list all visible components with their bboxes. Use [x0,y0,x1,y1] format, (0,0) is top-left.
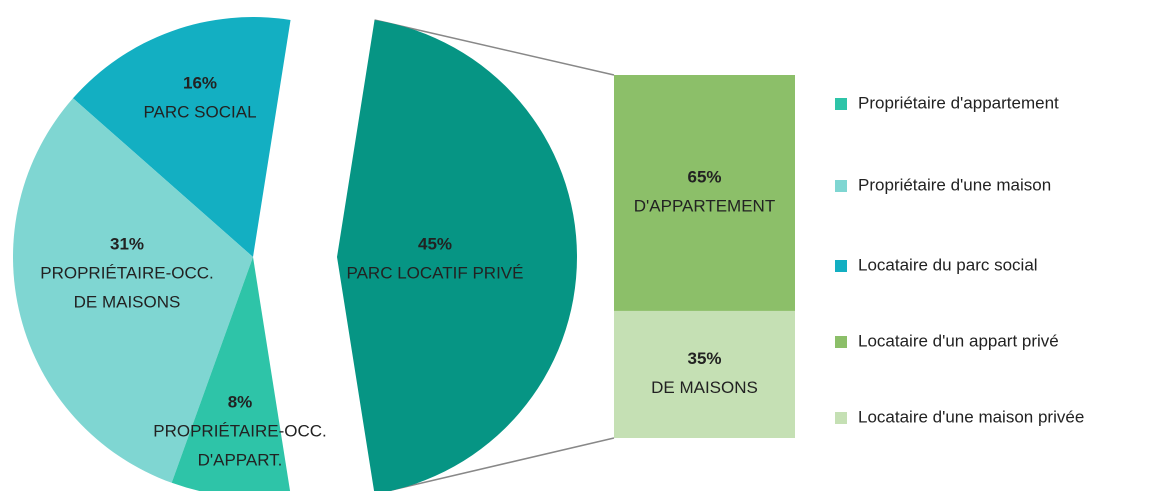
category-label: DE MAISONS [74,292,181,311]
category-label: PROPRIÉTAIRE-OCC. [153,421,326,440]
data-label: 35% [687,349,721,368]
category-label: DE MAISONS [651,378,758,397]
bar-segment [614,310,795,438]
legend-label: Locataire d'un appart privé [858,331,1059,350]
connector [384,437,615,491]
category-label: PARC SOCIAL [143,102,256,121]
data-label: 45% [418,234,452,253]
data-label: 16% [183,73,217,92]
data-label: 65% [687,167,721,186]
bar-segment [614,75,795,311]
data-label: 31% [110,234,144,253]
legend-label: Propriétaire d'une maison [858,175,1051,194]
legend-swatch [835,336,847,348]
legend-swatch [835,412,847,424]
legend-label: Propriétaire d'appartement [858,93,1059,112]
pie-slice [337,19,577,491]
category-label: D'APPARTEMENT [634,196,775,215]
pie-slice [12,98,254,483]
legend-swatch [835,98,847,110]
legend-label: Locataire du parc social [858,255,1038,274]
pie-slice [171,257,291,491]
connector [374,19,615,76]
legend-label: Locataire d'une maison privée [858,407,1084,426]
category-label: D'APPART. [198,450,283,469]
legend-swatch [835,260,847,272]
pie-slice [72,16,291,257]
legend-swatch [835,180,847,192]
category-label: PROPRIÉTAIRE-OCC. [40,263,213,282]
data-label: 8% [228,392,253,411]
category-label: PARC LOCATIF PRIVÉ [347,263,524,282]
